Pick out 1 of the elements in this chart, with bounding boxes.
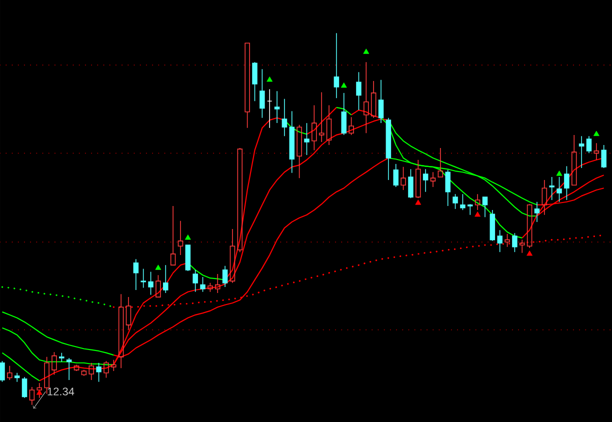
annotation: 12.34 <box>48 388 74 396</box>
